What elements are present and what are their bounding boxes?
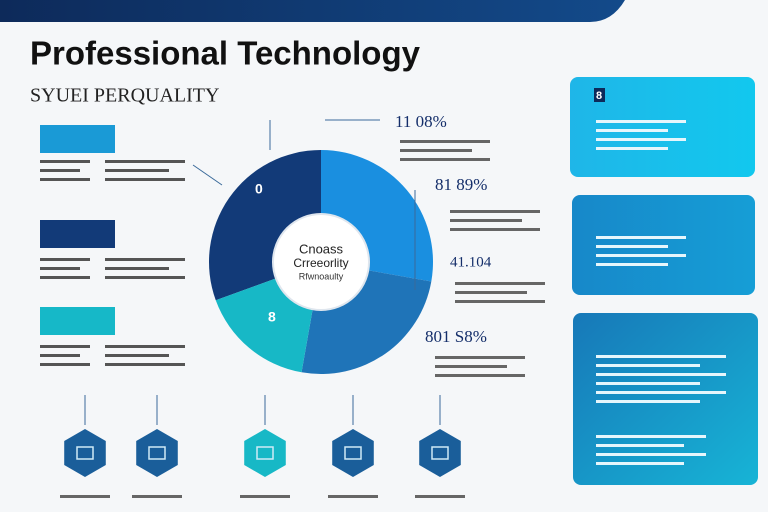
text-placeholder <box>596 120 686 123</box>
text-placeholder <box>415 495 465 498</box>
connector <box>192 164 223 186</box>
text-placeholder <box>105 160 185 163</box>
decorations <box>40 119 726 498</box>
text-placeholder <box>40 160 90 163</box>
text-placeholder <box>40 276 90 279</box>
text-placeholder <box>455 282 545 285</box>
text-placeholder <box>40 354 80 357</box>
text-placeholder <box>40 345 90 348</box>
text-placeholder <box>596 382 700 385</box>
stat: 41.104 <box>450 254 492 270</box>
text-placeholder <box>105 178 185 181</box>
center-line: Cnoass <box>299 241 344 256</box>
hexagon-icon <box>244 429 286 477</box>
center-line: Crreeorlity <box>293 256 348 270</box>
hexagon-glyph <box>431 446 449 460</box>
text-placeholder <box>596 364 700 367</box>
hexagon-icon <box>64 429 106 477</box>
hexagon-icon <box>332 429 374 477</box>
left-box <box>40 220 115 248</box>
stat: 81 89% <box>435 175 487 194</box>
hexagon-glyph <box>148 446 166 460</box>
hexagon-glyph <box>76 446 94 460</box>
text-placeholder <box>596 453 706 456</box>
text-placeholder <box>328 495 378 498</box>
text-placeholder <box>400 158 490 161</box>
hexagon-icon <box>136 429 178 477</box>
text-placeholder <box>435 365 507 368</box>
text-placeholder <box>450 210 540 213</box>
text-placeholder <box>435 374 525 377</box>
card-badge: 8 <box>596 90 602 102</box>
text-placeholder <box>400 149 472 152</box>
text-placeholder <box>455 300 545 303</box>
text-placeholder <box>132 495 182 498</box>
text-placeholder <box>105 169 169 172</box>
hexagon-glyph <box>256 446 274 460</box>
text-placeholder <box>596 129 668 132</box>
hexagon-icon <box>419 429 461 477</box>
left-column <box>40 125 115 335</box>
text-placeholder <box>105 363 185 366</box>
text-placeholder <box>596 236 686 239</box>
text-placeholder <box>40 178 90 181</box>
subtitle: SYUEI PERQUALITY <box>30 85 219 107</box>
text-placeholder <box>435 356 525 359</box>
text-placeholder <box>596 245 668 248</box>
text-placeholder <box>450 219 522 222</box>
text-placeholder <box>596 263 668 266</box>
text-placeholder <box>596 147 668 150</box>
text-placeholder <box>596 444 684 447</box>
text-placeholder <box>455 291 527 294</box>
text-placeholder <box>60 495 110 498</box>
segment-label: 0 <box>255 181 263 197</box>
segment-label: 8 <box>268 309 276 325</box>
text-placeholder <box>596 138 686 141</box>
card <box>573 313 758 485</box>
text-placeholder <box>450 228 540 231</box>
text-placeholder <box>105 276 185 279</box>
text-placeholder <box>240 495 290 498</box>
text-placeholder <box>596 400 700 403</box>
text-placeholder <box>40 267 80 270</box>
text-placeholder <box>105 267 169 270</box>
left-box <box>40 125 115 153</box>
stat: 11 08% <box>395 112 447 131</box>
text-placeholder <box>105 258 185 261</box>
card-badge-bg <box>594 88 605 102</box>
hexagon-glyph <box>344 446 362 460</box>
text-placeholder <box>105 345 185 348</box>
text-placeholder <box>596 254 686 257</box>
top-banner <box>0 0 625 22</box>
center-line: Rfwnoaulty <box>299 271 344 281</box>
text-placeholder <box>40 258 90 261</box>
text-placeholder <box>596 435 706 438</box>
left-box <box>40 307 115 335</box>
text-placeholder <box>596 355 726 358</box>
text-placeholder <box>400 140 490 143</box>
card <box>570 77 755 177</box>
text-placeholder <box>40 169 80 172</box>
donut-hole <box>272 213 370 311</box>
text-placeholder <box>596 462 684 465</box>
text-placeholder <box>596 391 726 394</box>
text-placeholder <box>105 354 169 357</box>
title: Professional Technology <box>30 35 421 72</box>
text-placeholder <box>596 373 726 376</box>
text-placeholder <box>40 363 90 366</box>
stat: 801 S8% <box>425 327 487 346</box>
